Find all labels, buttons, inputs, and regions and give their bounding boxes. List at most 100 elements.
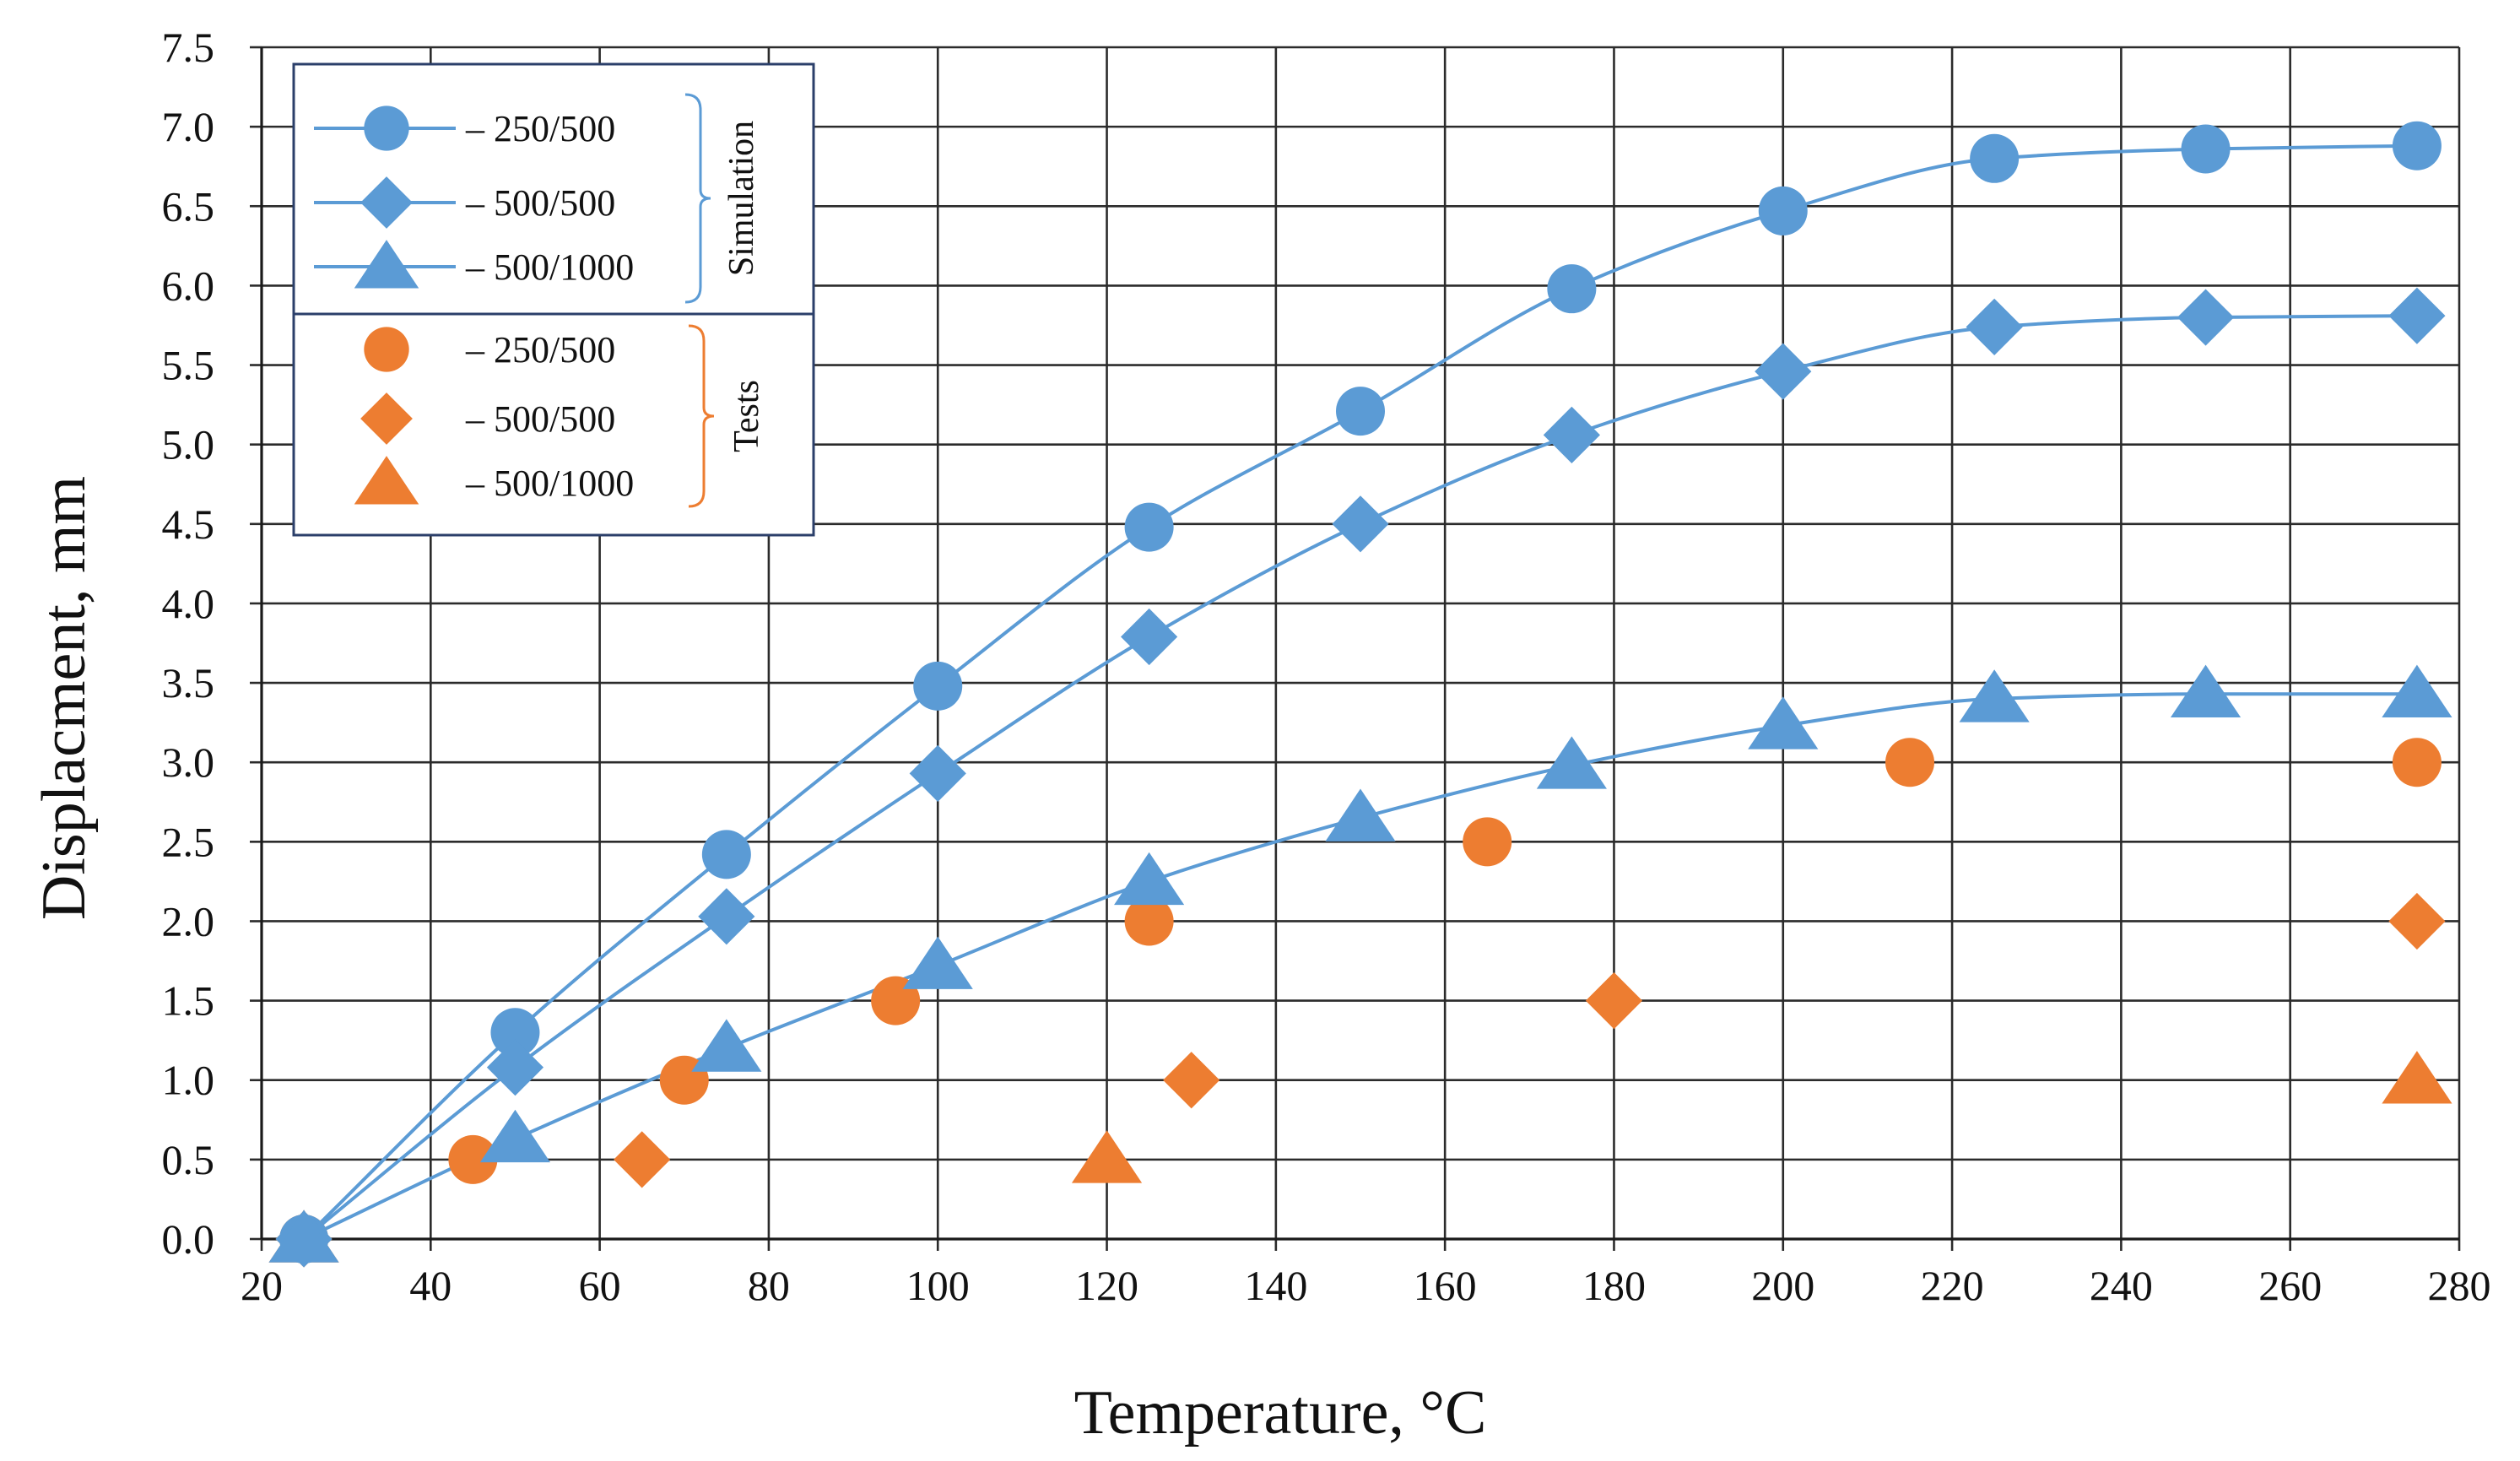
x-tick-label: 20 xyxy=(241,1262,283,1309)
x-tick-label: 280 xyxy=(2428,1262,2491,1309)
data-point-triangle xyxy=(1748,696,1819,749)
data-point-circle xyxy=(1885,738,1934,787)
legend-label: – 500/500 xyxy=(465,182,615,224)
data-point-circle xyxy=(448,1134,498,1184)
circle-icon xyxy=(364,106,409,151)
legend-group-simulation: – 250/500 – 500/500 – 500/1000 Simulation xyxy=(314,93,761,304)
data-point-diamond xyxy=(1966,298,2023,355)
series-line-simulation-250-500 xyxy=(302,143,2417,1241)
legend-label: – 500/1000 xyxy=(465,246,634,288)
data-point-triangle xyxy=(691,1019,762,1072)
data-point-triangle xyxy=(2382,1051,2452,1104)
data-point-triangle xyxy=(1114,852,1185,906)
y-tick-label: 3.5 xyxy=(162,659,215,706)
data-point-diamond xyxy=(2388,287,2446,344)
legend-label: – 500/500 xyxy=(465,398,615,440)
diamond-icon xyxy=(360,392,413,445)
data-point-circle xyxy=(1758,186,1808,235)
x-tick-label: 60 xyxy=(579,1262,621,1309)
series-simulation-250-500 xyxy=(279,121,2442,1263)
triangle-icon xyxy=(354,456,419,505)
y-tick-label: 0.0 xyxy=(162,1215,215,1263)
data-point-diamond xyxy=(698,888,755,945)
x-tick-label: 160 xyxy=(1414,1262,1477,1309)
data-point-circle xyxy=(701,830,751,879)
data-point-triangle xyxy=(479,1109,551,1163)
data-point-triangle xyxy=(2382,664,2452,717)
y-tick-label: 6.0 xyxy=(162,262,215,309)
data-point-circle xyxy=(2181,124,2231,174)
data-point-circle xyxy=(1463,817,1512,867)
y-tick-label: 3.0 xyxy=(162,739,215,786)
tick-labels: 20 40 60 80 100 120 140 160 180 200 220 240 260 280 0.… xyxy=(162,24,2491,1309)
data-point-circle xyxy=(1336,387,1385,436)
y-tick-label: 0.5 xyxy=(162,1136,215,1183)
x-axis-title: Temperature, °C xyxy=(1074,1378,1487,1447)
data-point-circle xyxy=(1124,502,1174,552)
data-point-triangle xyxy=(1536,736,1607,789)
data-point-diamond xyxy=(1755,343,1812,400)
data-point-diamond xyxy=(1543,406,1600,463)
data-point-triangle xyxy=(2170,664,2242,717)
x-tick-label: 180 xyxy=(1582,1262,1646,1309)
series-line-simulation-500-500 xyxy=(302,314,2417,1241)
x-tick-label: 260 xyxy=(2258,1262,2322,1309)
y-tick-label: 4.0 xyxy=(162,580,215,627)
y-tick-label: 5.0 xyxy=(162,421,215,468)
series-simulation-500-1000 xyxy=(268,664,2452,1263)
legend-group-tests: – 250/500 – 500/500 – 500/1000 Tests xyxy=(354,324,766,508)
x-tick-label: 140 xyxy=(1244,1262,1307,1309)
data-point-circle xyxy=(1970,133,2020,183)
legend: – 250/500– 500/500– 500/1000 Simulation– … xyxy=(292,62,815,537)
legend-label: – 250/500 xyxy=(465,108,615,149)
data-point-triangle xyxy=(268,1209,339,1263)
data-point-diamond xyxy=(1585,972,1643,1030)
x-tick-label: 240 xyxy=(2090,1262,2153,1309)
data-point-diamond xyxy=(614,1131,671,1188)
y-tick-label: 7.5 xyxy=(162,24,215,71)
data-point-circle xyxy=(1547,264,1597,314)
data-point-diamond xyxy=(486,1039,544,1096)
x-tick-label: 200 xyxy=(1751,1262,1814,1309)
data-point-circle xyxy=(490,1008,540,1058)
data-point-circle xyxy=(1124,896,1174,946)
y-tick-label: 1.5 xyxy=(162,977,215,1025)
series-tests-500-500 xyxy=(275,892,2446,1268)
x-tick-label: 220 xyxy=(1921,1262,1984,1309)
data-point-diamond xyxy=(1332,495,1389,553)
y-tick-label: 2.0 xyxy=(162,897,215,944)
legend-group-label: Simulation xyxy=(722,121,761,276)
legend-group-label: Tests xyxy=(727,380,766,452)
legend-bracket xyxy=(688,324,715,508)
diamond-icon xyxy=(360,176,413,229)
y-tick-label: 2.5 xyxy=(162,818,215,865)
data-point-triangle xyxy=(902,936,973,989)
y-tick-label: 6.5 xyxy=(162,182,215,230)
x-tick-label: 80 xyxy=(748,1262,790,1309)
legend-label: – 500/1000 xyxy=(465,463,634,504)
series-markers xyxy=(268,121,2452,1268)
data-point-diamond xyxy=(2177,289,2235,346)
y-tick-label: 5.5 xyxy=(162,342,215,389)
data-point-triangle xyxy=(1071,1130,1143,1183)
data-point-diamond xyxy=(1163,1052,1220,1109)
x-tick-label: 120 xyxy=(1075,1262,1138,1309)
y-axis-title: Displacment, mm xyxy=(30,476,99,920)
triangle-icon xyxy=(354,240,419,289)
x-tick-label: 40 xyxy=(409,1262,452,1309)
data-point-diamond xyxy=(2388,892,2446,950)
legend-label: – 250/500 xyxy=(465,329,615,371)
data-point-diamond xyxy=(1121,608,1178,666)
data-point-diamond xyxy=(909,744,966,802)
data-point-triangle xyxy=(1325,788,1396,841)
data-point-circle xyxy=(2392,738,2442,787)
circle-icon xyxy=(364,327,409,372)
data-point-circle xyxy=(913,661,963,711)
y-tick-label: 1.0 xyxy=(162,1057,215,1104)
y-tick-label: 7.0 xyxy=(162,103,215,150)
legend-bracket xyxy=(684,93,711,304)
y-tick-label: 4.5 xyxy=(162,501,215,548)
x-tick-label: 100 xyxy=(906,1262,970,1309)
data-point-circle xyxy=(2392,121,2442,170)
